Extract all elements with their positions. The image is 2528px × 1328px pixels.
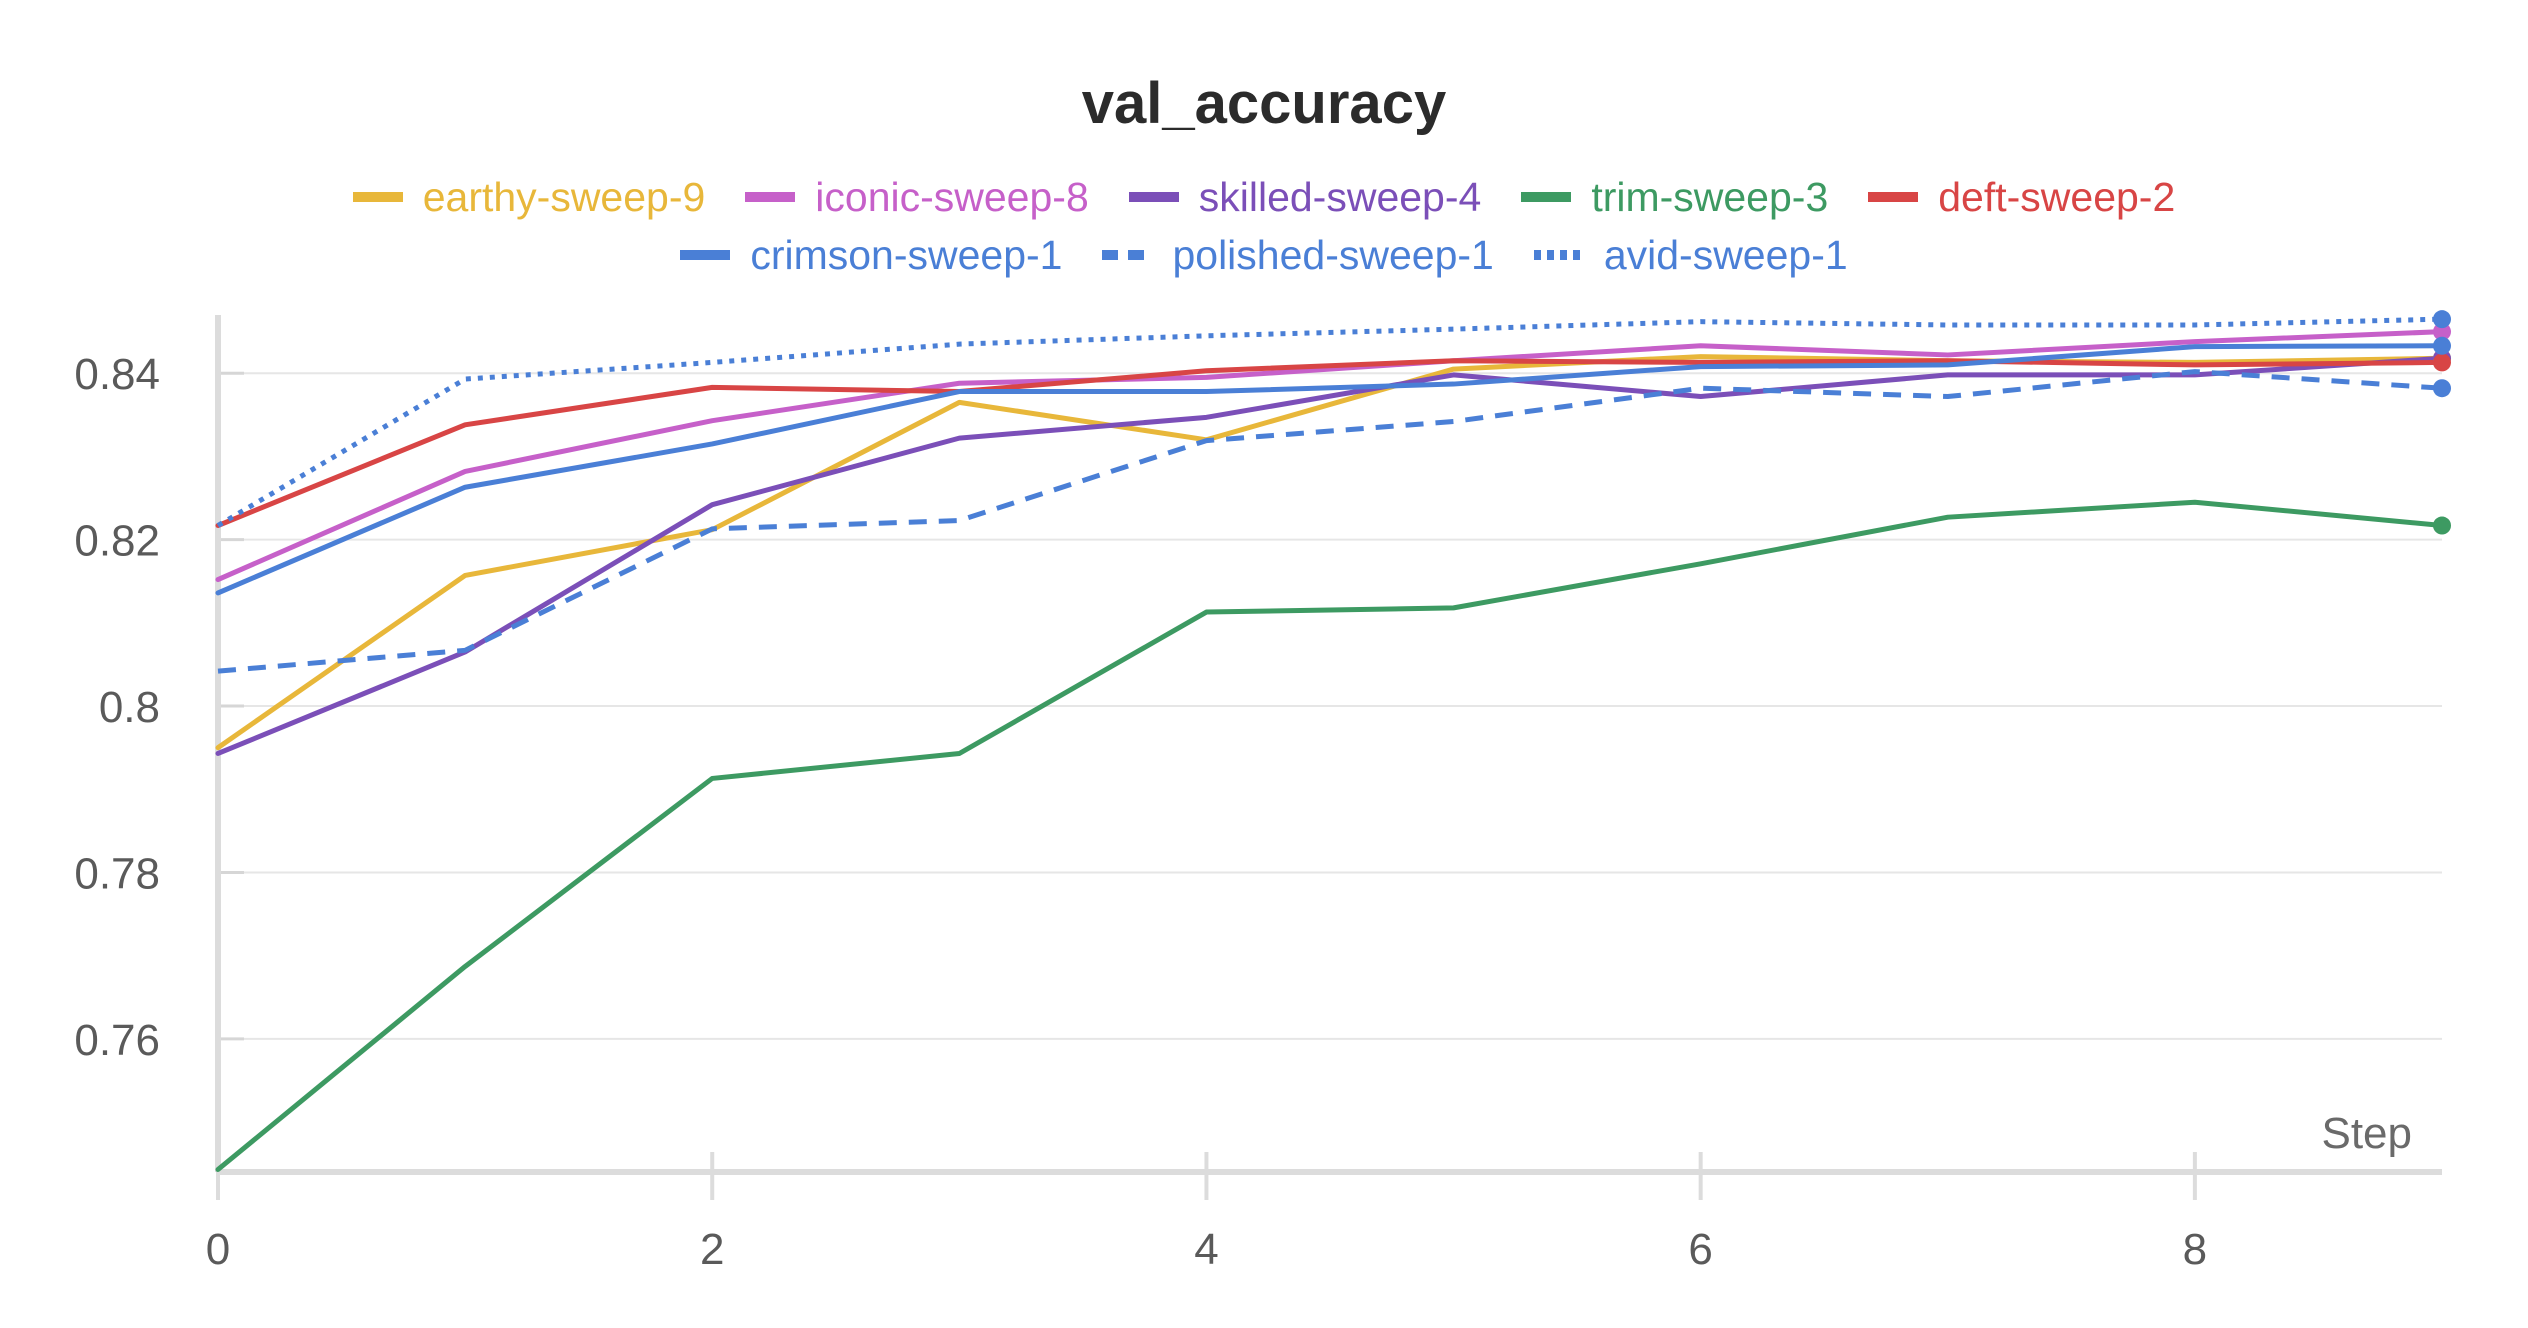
series-endpoint-polished-sweep-1 [2433, 379, 2451, 398]
x-tick-label: 2 [700, 1225, 724, 1274]
series-endpoint-deft-sweep-2 [2433, 353, 2451, 372]
legend-label: iconic-sweep-8 [815, 173, 1089, 220]
y-tick-label: 0.76 [74, 1016, 160, 1065]
legend-label: polished-sweep-1 [1172, 231, 1494, 278]
y-tick-label: 0.8 [99, 683, 160, 732]
series-line-skilled-sweep-4 [215, 355, 2445, 756]
legend-label: avid-sweep-1 [1603, 231, 1848, 278]
legend-swatch [1128, 192, 1179, 202]
series-line-trim-sweep-3 [215, 499, 2445, 1173]
series-line-iconic-sweep-8 [215, 329, 2445, 583]
legend-label: trim-sweep-3 [1591, 173, 1829, 220]
legend-swatch [680, 250, 731, 260]
x-tick-label: 8 [2183, 1225, 2207, 1274]
legend-row: crimson-sweep-1 polished-sweep-1 avid-swee… [0, 226, 2528, 284]
series-line-polished-sweep-1 [217, 369, 2443, 674]
legend-swatch [1868, 192, 1919, 202]
legend-label: earthy-sweep-9 [422, 173, 706, 220]
legend-label: skilled-sweep-4 [1198, 173, 1482, 220]
x-tick-label: 0 [206, 1225, 230, 1274]
y-tick-label: 0.84 [74, 350, 160, 399]
series-endpoint-iconic-sweep-8 [2433, 322, 2451, 341]
y-tick-label: 0.82 [74, 517, 160, 566]
legend-item-deft-sweep-2[interactable]: deft-sweep-2 [1868, 174, 2175, 221]
x-tick-label: 4 [1194, 1225, 1218, 1274]
legend-row: earthy-sweep-9 iconic-sweep-8 skilled-swee… [0, 168, 2528, 226]
legend: earthy-sweep-9 iconic-sweep-8 skilled-swee… [0, 168, 2528, 284]
legend-swatch [352, 192, 403, 202]
series-line-deft-sweep-2 [215, 358, 2445, 529]
legend-swatch [1102, 250, 1153, 260]
legend-swatch [745, 192, 796, 202]
series-endpoint-crimson-sweep-1 [2433, 336, 2451, 355]
legend-item-iconic-sweep-8[interactable]: iconic-sweep-8 [745, 173, 1089, 221]
legend-label: deft-sweep-2 [1938, 173, 2176, 220]
x-tick-label: 6 [1688, 1225, 1712, 1274]
legend-swatch [1533, 250, 1584, 260]
x-axis-label: Step [2321, 1109, 2412, 1158]
series-endpoint-trim-sweep-3 [2433, 516, 2451, 535]
legend-item-earthy-sweep-9[interactable]: earthy-sweep-9 [352, 173, 706, 221]
series-line-crimson-sweep-1 [215, 343, 2445, 596]
legend-item-crimson-sweep-1[interactable]: crimson-sweep-1 [680, 232, 1062, 279]
legend-label: crimson-sweep-1 [750, 231, 1063, 278]
legend-item-polished-sweep-1[interactable]: polished-sweep-1 [1102, 231, 1494, 279]
legend-item-trim-sweep-3[interactable]: trim-sweep-3 [1521, 174, 1828, 221]
series-line-avid-sweep-1 [216, 316, 2443, 528]
series-endpoints [2433, 310, 2451, 535]
chart-title: val_accuracy [1081, 71, 1447, 136]
legend-item-skilled-sweep-4[interactable]: skilled-sweep-4 [1128, 173, 1482, 221]
series-lines [215, 316, 2445, 1173]
series-endpoint-avid-sweep-1 [2433, 310, 2451, 329]
y-tick-label: 0.78 [74, 849, 160, 898]
axes: 0.76 0.78 0.8 0.82 0.84 0 2 4 6 8 Step [74, 315, 2442, 1274]
legend-item-avid-sweep-1[interactable]: avid-sweep-1 [1533, 231, 1848, 279]
series-line-earthy-sweep-9 [215, 354, 2445, 751]
legend-swatch [1521, 192, 1572, 202]
